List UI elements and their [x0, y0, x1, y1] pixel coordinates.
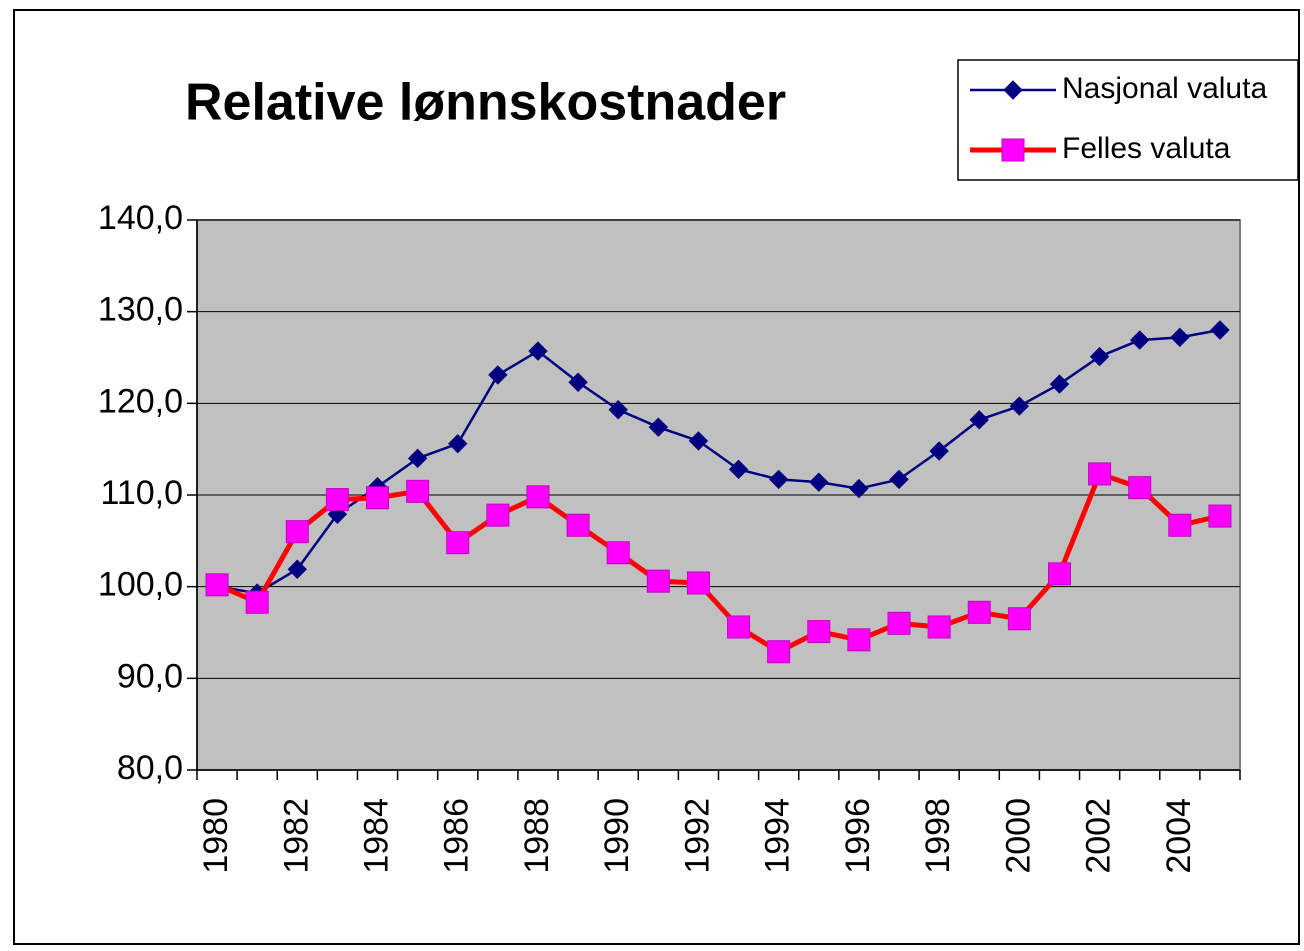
marker [849, 478, 869, 499]
marker [767, 640, 791, 664]
marker [1049, 374, 1070, 394]
marker [648, 417, 669, 437]
marker [887, 611, 911, 635]
marker [1208, 504, 1232, 528]
marker [847, 628, 871, 652]
marker [1210, 320, 1230, 340]
marker [1003, 80, 1023, 100]
marker [606, 541, 630, 565]
marker [1047, 562, 1071, 586]
marker [486, 503, 510, 527]
marker [728, 459, 749, 480]
marker [646, 569, 670, 593]
marker [768, 469, 789, 490]
legend-label: Nasjonal valuta [1062, 72, 1267, 105]
marker [1007, 607, 1031, 631]
legend-label: Felles valuta [1062, 132, 1231, 165]
marker [727, 615, 751, 639]
y-tick-label: 140,0 [98, 199, 183, 237]
marker [528, 341, 548, 361]
marker [686, 571, 710, 595]
marker [1088, 462, 1112, 486]
marker [1001, 138, 1025, 162]
marker [406, 479, 430, 503]
marker [1130, 330, 1150, 350]
marker [245, 590, 269, 614]
x-tick-label: 1986 [438, 798, 476, 874]
marker [1168, 513, 1192, 537]
marker [688, 431, 709, 451]
marker [526, 485, 550, 509]
marker [809, 472, 829, 492]
marker [969, 410, 989, 430]
y-tick-label: 80,0 [117, 749, 183, 787]
marker [448, 433, 468, 454]
y-tick-label: 110,0 [100, 474, 183, 512]
marker [608, 400, 628, 420]
series-line [216, 328, 1221, 595]
x-tick-label: 1996 [839, 798, 877, 874]
marker [366, 486, 390, 510]
marker [1009, 396, 1030, 416]
x-tick-label: 1988 [518, 798, 556, 874]
marker [967, 600, 991, 624]
x-tick-label: 1990 [598, 798, 636, 874]
x-tick-label: 1992 [678, 798, 716, 874]
marker [325, 488, 349, 512]
x-tick-label: 2002 [1080, 798, 1118, 874]
x-tick-label: 2004 [1160, 798, 1198, 874]
x-tick-label: 1994 [759, 798, 797, 874]
x-tick-label: 2000 [999, 798, 1037, 874]
marker [568, 372, 588, 392]
marker [488, 365, 508, 385]
y-tick-label: 90,0 [117, 657, 183, 695]
marker [566, 513, 590, 537]
marker [407, 448, 428, 469]
y-tick-label: 100,0 [98, 566, 183, 604]
y-tick-label: 120,0 [98, 382, 183, 420]
marker [927, 615, 951, 639]
marker [1170, 327, 1190, 348]
marker [1128, 476, 1152, 500]
x-tick-label: 1980 [197, 798, 235, 874]
chart-title: Relative lønnskostnader [185, 74, 786, 132]
marker [889, 469, 909, 490]
x-tick-label: 1984 [358, 798, 396, 874]
marker [446, 531, 470, 555]
marker [807, 620, 831, 644]
marker [929, 441, 949, 461]
marker [285, 520, 309, 544]
x-tick-label: 1982 [277, 798, 315, 874]
y-tick-label: 130,0 [98, 291, 183, 329]
marker [205, 573, 229, 597]
marker [1089, 346, 1110, 367]
legend: Nasjonal valuta Felles valuta [957, 59, 1299, 181]
x-tick-label: 1998 [919, 798, 957, 874]
marker [287, 559, 307, 579]
